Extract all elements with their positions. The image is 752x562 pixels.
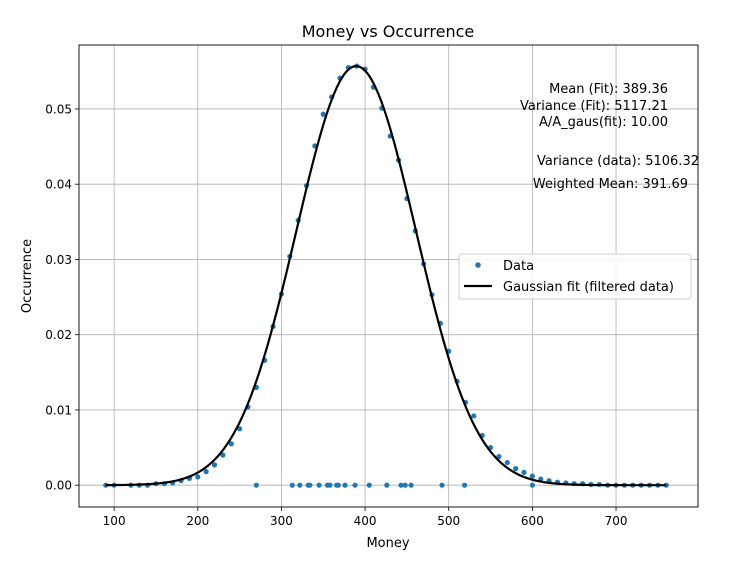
data-point	[352, 482, 358, 488]
annotation-variance-data: Variance (data): 5106.32	[537, 154, 699, 169]
data-point	[228, 441, 234, 447]
legend-marker-data	[475, 262, 481, 268]
data-point	[529, 473, 535, 479]
data-point	[366, 482, 372, 488]
y-axis-label: Occurrence	[20, 239, 35, 313]
data-point	[289, 482, 295, 488]
legend-label-gaussian: Gaussian fit (filtered data)	[503, 280, 674, 295]
data-point	[103, 482, 109, 488]
x-tick-label: 300	[270, 514, 293, 528]
axes-frame	[78, 44, 699, 508]
data-point	[203, 469, 209, 475]
x-tick-label: 700	[605, 514, 628, 528]
data-point	[402, 482, 408, 488]
data-point	[342, 482, 348, 488]
data-point	[439, 482, 445, 488]
data-point	[462, 482, 468, 488]
annotation-mean-fit: Mean (Fit): 389.36	[549, 82, 668, 97]
chart-title: Money vs Occurrence	[302, 22, 475, 41]
annotation-amplitude-ratio: A/A_gaus(fit): 10.00	[539, 115, 668, 130]
data-point	[398, 482, 404, 488]
plot-area	[103, 63, 669, 488]
data-point	[496, 453, 502, 460]
data-point	[327, 482, 333, 488]
x-tick-label: 400	[354, 514, 377, 528]
x-tick-label: 600	[521, 514, 544, 528]
fit-annotations: Mean (Fit): 389.36 Variance (Fit): 5117.…	[520, 82, 699, 192]
x-axis-label: Money	[366, 536, 409, 551]
x-tick-label: 100	[103, 514, 126, 528]
y-tick-label: 0.00	[45, 479, 72, 493]
data-point	[384, 482, 390, 488]
y-tick-label: 0.01	[45, 403, 72, 417]
data-point	[307, 482, 313, 488]
axis-ticks: 100 200 300 400 500 600 700 0.00 0.01 0.02 0.03 0.0…	[45, 102, 627, 528]
data-point	[211, 462, 218, 468]
legend-label-data: Data	[503, 259, 534, 274]
annotation-variance-fit: Variance (Fit): 5117.21	[520, 99, 668, 114]
x-tick-label: 500	[437, 514, 460, 528]
y-tick-label: 0.02	[45, 328, 72, 342]
data-point	[320, 111, 326, 117]
data-point	[316, 482, 322, 488]
y-tick-label: 0.04	[45, 178, 72, 192]
data-point	[335, 482, 341, 488]
data-point	[529, 482, 535, 488]
x-tick-label: 200	[186, 514, 209, 528]
data-point	[297, 482, 303, 488]
y-tick-label: 0.03	[45, 253, 72, 267]
legend-box	[458, 253, 692, 300]
data-point	[237, 426, 243, 432]
y-tick-label: 0.05	[45, 102, 72, 116]
data-point	[513, 466, 519, 472]
gaussian-fit-line	[105, 64, 667, 487]
data-point	[521, 469, 527, 475]
legend: Data Gaussian fit (filtered data)	[458, 253, 692, 300]
data-point	[195, 474, 201, 480]
data-point	[253, 482, 259, 488]
annotation-weighted-mean: Weighted Mean: 391.69	[533, 177, 688, 192]
data-point	[408, 482, 414, 488]
data-point	[471, 413, 477, 419]
data-point	[663, 482, 669, 488]
data-point	[504, 460, 510, 466]
data-point	[220, 452, 226, 458]
